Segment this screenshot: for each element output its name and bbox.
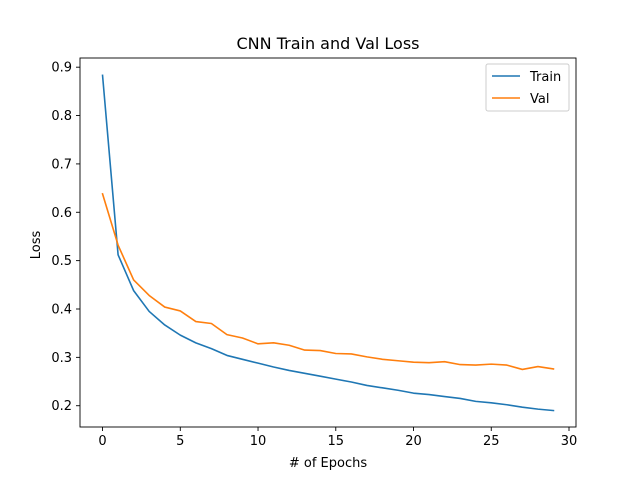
plot-area: 0 5 10 15 20 25 30 0.2 0.3 0.4 0.5 0.6 0.7 0.8 0.9 [51,57,578,449]
y-tick-label: 0.6 [51,206,72,221]
y-tick-label: 0.5 [51,254,72,269]
y-tick-label: 0.7 [51,157,72,172]
legend-label-train: Train [529,70,561,85]
x-axis-label: # of Epochs [289,456,367,471]
y-tick-label: 0.3 [51,351,72,366]
x-tick-label: 20 [405,434,422,449]
x-tick-label: 0 [98,434,106,449]
axes-frame [79,57,577,428]
y-tick-label: 0.9 [51,61,72,76]
legend: Train Val [485,63,570,112]
series-line-train [101,74,555,412]
x-tick-label: 25 [483,434,500,449]
x-tick-label: 5 [176,434,184,449]
y-axis-label: Loss [29,231,44,260]
x-tick-label: 10 [250,434,267,449]
y-tick-label: 0.2 [51,399,72,414]
y-tick-label: 0.4 [51,302,72,317]
x-tick-label: 15 [328,434,345,449]
y-tick-label: 0.8 [51,109,72,124]
legend-label-val: Val [530,92,549,107]
chart-title: CNN Train and Val Loss [237,34,420,53]
series-line-val [101,192,555,371]
x-tick-label: 30 [561,434,578,449]
